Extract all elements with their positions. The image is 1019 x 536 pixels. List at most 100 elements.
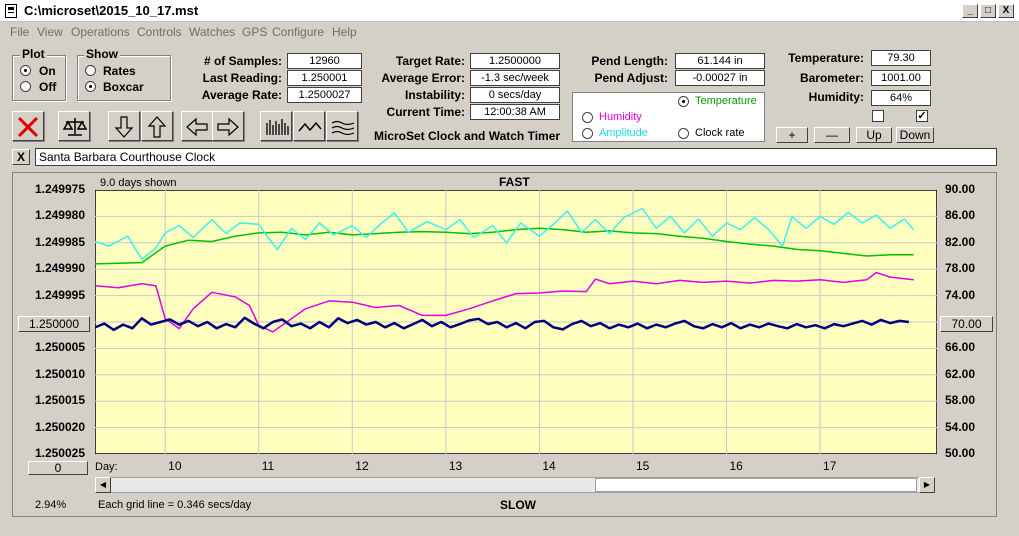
scale-icon: [62, 118, 88, 136]
slow-label: SLOW: [500, 498, 536, 512]
multi-line-button[interactable]: [326, 111, 358, 141]
bars-icon: [266, 119, 289, 135]
arrow-right-icon: [217, 117, 239, 137]
smooth-line-button[interactable]: [293, 111, 325, 141]
maximize-button[interactable]: □: [980, 4, 996, 18]
show-rates-label: Rates: [103, 64, 136, 78]
current-time-label: Current Time:: [386, 105, 465, 119]
amplitude-radio[interactable]: [582, 128, 593, 139]
scroll-left-arrow-icon[interactable]: ◀: [95, 477, 111, 493]
arrow-up-icon: [147, 116, 167, 138]
clear-data-button[interactable]: [12, 111, 44, 141]
app-caption: MicroSet Clock and Watch Timer: [374, 129, 561, 143]
y-right-tick-label: 66.00: [945, 340, 976, 355]
scroll-right-button[interactable]: [212, 111, 244, 141]
amplitude-option-label: Amplitude: [599, 127, 648, 139]
close-button[interactable]: X: [998, 4, 1014, 18]
show-rates-radio[interactable]: [85, 65, 96, 76]
y-left-tick-label: 1.249990: [34, 261, 85, 276]
scrollbar-thumb[interactable]: [595, 478, 917, 492]
plot-group: [12, 55, 66, 101]
fast-label: FAST: [499, 175, 530, 189]
x-tick-label: 12: [355, 459, 369, 473]
average-rate-value: 1.2500027: [287, 87, 362, 103]
minimize-button[interactable]: _: [962, 4, 978, 18]
target-rate-value[interactable]: 1.2500000: [470, 53, 560, 69]
series-line-humidity: [95, 271, 914, 333]
pend-adjust-value: -0.00027 in: [675, 70, 765, 86]
show-boxcar-label: Boxcar: [103, 80, 144, 94]
x-tick-label: 17: [823, 459, 837, 473]
instability-value: 0 secs/day: [470, 87, 560, 103]
humidity-radio[interactable]: [582, 112, 593, 123]
y-right-tick-label: 78.00: [945, 261, 976, 276]
y-left-tick-label: 1.250005: [34, 340, 85, 355]
left-center-button[interactable]: 1.250000: [18, 316, 90, 332]
humidity-label: Humidity:: [808, 90, 864, 104]
clock-rate-option-label: Clock rate: [695, 127, 745, 139]
pend-length-value[interactable]: 61.144 in: [675, 53, 765, 69]
clock-name-input[interactable]: Santa Barbara Courthouse Clock: [35, 148, 997, 166]
y-right-tick-label: 74.00: [945, 287, 976, 302]
plot-on-radio[interactable]: [20, 65, 31, 76]
arrow-down-icon: [114, 116, 134, 138]
menu-help[interactable]: Help: [332, 25, 357, 39]
scroll-right-arrow-icon[interactable]: ▶: [919, 477, 935, 493]
plot-off-radio[interactable]: [20, 81, 31, 92]
minus-button[interactable]: —: [814, 127, 850, 143]
temperature-value: 79.30: [871, 50, 931, 66]
temperature-radio[interactable]: [678, 96, 689, 107]
y-right-tick-label: 82.00: [945, 234, 976, 249]
y-right-tick-label: 54.00: [945, 419, 976, 434]
menu-configure[interactable]: Configure: [272, 25, 325, 39]
plot-group-title: Plot: [20, 47, 47, 61]
x-tick-label: 16: [729, 459, 743, 473]
x-tick-label: 10: [168, 459, 182, 473]
red-x-icon: [17, 116, 39, 138]
y-right-tick-label: 86.00: [945, 208, 976, 223]
title-bar: [0, 0, 1019, 22]
plot-area[interactable]: [95, 190, 937, 454]
menu-controls[interactable]: Controls: [137, 25, 182, 39]
x-tick-label: 15: [635, 459, 650, 473]
pend-length-label: Pend Length:: [591, 54, 668, 68]
grid-lines: [95, 190, 937, 454]
y-left-tick-label: 1.249985: [34, 234, 85, 249]
show-group: [77, 55, 171, 101]
shift-down-button[interactable]: [108, 111, 140, 141]
aux-plot-selector: [572, 92, 765, 142]
plus-button[interactable]: +: [776, 127, 808, 143]
up-button[interactable]: Up: [856, 127, 892, 143]
y-right-tick-label: 58.00: [945, 393, 976, 408]
menu-gps[interactable]: GPS: [242, 25, 268, 39]
menu-watches[interactable]: Watches: [189, 25, 236, 39]
menu-view[interactable]: View: [37, 25, 63, 39]
down-button[interactable]: Down: [896, 127, 934, 143]
menu-file[interactable]: File: [10, 25, 30, 39]
y-left-tick-label: 1.249975: [34, 182, 85, 196]
y-left-tick-label: 1.249980: [34, 208, 85, 223]
x-tick-label: 14: [542, 459, 556, 473]
average-error-label: Average Error:: [381, 71, 465, 85]
menu-operations[interactable]: Operations: [71, 25, 130, 39]
balance-button[interactable]: [58, 111, 90, 141]
aux-checkbox-2[interactable]: ✓: [916, 110, 928, 122]
scroll-left-button[interactable]: [181, 111, 213, 141]
aux-checkbox-1[interactable]: [872, 110, 884, 122]
arrow-left-icon: [186, 117, 208, 137]
show-boxcar-radio[interactable]: [85, 81, 96, 92]
pend-adjust-label: Pend Adjust:: [594, 71, 668, 85]
y-left-tick-label: 1.250015: [34, 393, 85, 408]
wave-icon: [298, 121, 322, 132]
zoom-percent: 2.94%: [35, 499, 67, 511]
days-shown-label: 9.0 days shown: [100, 177, 177, 189]
window-title: C:\microset\2015_10_17.mst: [24, 3, 199, 18]
shift-up-button[interactable]: [141, 111, 173, 141]
raw-data-button[interactable]: [260, 111, 292, 141]
instability-label: Instability:: [404, 88, 465, 102]
bottom-left-button[interactable]: 0: [28, 461, 88, 475]
clear-name-button[interactable]: X: [12, 149, 30, 165]
series-lines: [95, 207, 915, 333]
right-center-button[interactable]: 70.00: [940, 316, 993, 332]
clock-rate-radio[interactable]: [678, 128, 689, 139]
